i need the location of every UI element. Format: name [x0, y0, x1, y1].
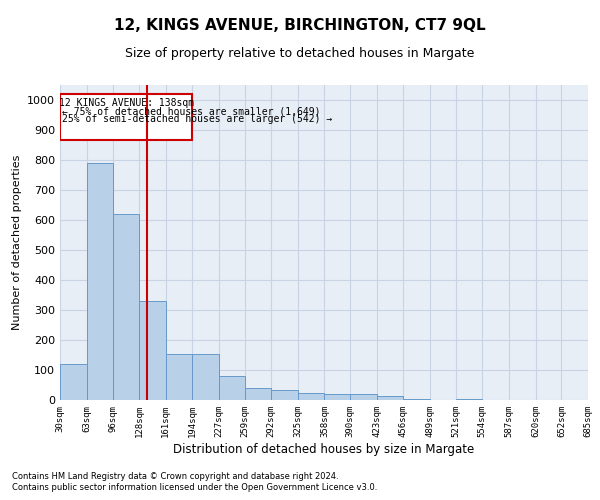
- Bar: [139, 301, 166, 400]
- Text: Size of property relative to detached houses in Margate: Size of property relative to detached ho…: [125, 48, 475, 60]
- Bar: [60, 94, 192, 140]
- Bar: [350, 394, 377, 400]
- X-axis label: Distribution of detached houses by size in Margate: Distribution of detached houses by size …: [173, 442, 475, 456]
- Bar: [166, 354, 192, 400]
- Bar: [86, 163, 113, 400]
- Text: 12, KINGS AVENUE, BIRCHINGTON, CT7 9QL: 12, KINGS AVENUE, BIRCHINGTON, CT7 9QL: [114, 18, 486, 32]
- Text: 12 KINGS AVENUE: 138sqm: 12 KINGS AVENUE: 138sqm: [59, 98, 194, 108]
- Bar: [456, 398, 482, 400]
- Bar: [192, 354, 219, 400]
- Bar: [298, 392, 325, 400]
- Bar: [403, 398, 430, 400]
- Bar: [60, 364, 86, 400]
- Text: 25% of semi-detached houses are larger (542) →: 25% of semi-detached houses are larger (…: [62, 114, 332, 124]
- Text: Contains HM Land Registry data © Crown copyright and database right 2024.: Contains HM Land Registry data © Crown c…: [12, 472, 338, 481]
- Bar: [325, 394, 350, 400]
- Bar: [245, 388, 271, 400]
- Bar: [271, 390, 298, 400]
- Bar: [113, 214, 139, 400]
- Text: Contains public sector information licensed under the Open Government Licence v3: Contains public sector information licen…: [12, 484, 377, 492]
- Text: ← 75% of detached houses are smaller (1,649): ← 75% of detached houses are smaller (1,…: [62, 106, 321, 117]
- Bar: [219, 376, 245, 400]
- Bar: [377, 396, 403, 400]
- Y-axis label: Number of detached properties: Number of detached properties: [11, 155, 22, 330]
